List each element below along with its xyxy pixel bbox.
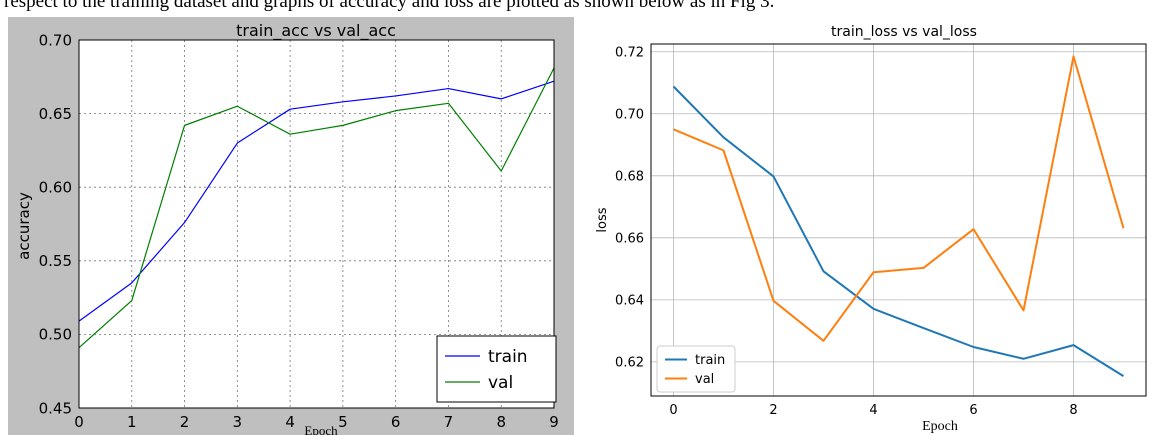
loss-x-tick-label: 4 <box>869 403 877 418</box>
loss-y-tick-label: 0.66 <box>615 231 644 246</box>
loss-legend-box <box>656 345 736 393</box>
accuracy-y-tick-label: 0.60 <box>39 178 72 196</box>
accuracy-y-tick-label: 0.55 <box>39 252 72 270</box>
loss-chart: 0 2 4 6 8 0.62 0.64 0.66 0.68 0.70 0.72 train val tra… <box>595 24 1147 434</box>
loss-y-tick-label: 0.68 <box>615 169 644 184</box>
loss-legend-label: train <box>695 353 725 368</box>
loss-x-tick-label: 8 <box>1069 403 1077 418</box>
loss-y-tick-label: 0.70 <box>615 107 644 122</box>
accuracy-chart-ylabel: accuracy <box>15 192 33 260</box>
accuracy-x-tick-label: 6 <box>391 413 401 431</box>
accuracy-x-tick-label: 7 <box>444 413 454 431</box>
accuracy-x-tick-label: 2 <box>180 413 190 431</box>
accuracy-x-tick-label: 5 <box>338 413 348 431</box>
loss-y-tick-label: 0.64 <box>615 293 644 308</box>
accuracy-y-tick-label: 0.65 <box>39 105 72 123</box>
loss-chart-xlabel: Epoch <box>922 419 958 434</box>
accuracy-chart-xlabel: Epoch <box>304 423 338 435</box>
loss-chart-title: train_loss vs val_loss <box>831 24 977 40</box>
accuracy-series-train <box>78 80 555 322</box>
accuracy-x-tick-label: 1 <box>127 413 137 431</box>
accuracy-x-tick-label: 9 <box>549 413 559 431</box>
accuracy-series-val <box>78 67 555 349</box>
loss-plot-area <box>651 44 1146 396</box>
accuracy-x-tick-label: 3 <box>233 413 243 431</box>
accuracy-x-tick-label: 4 <box>285 413 295 431</box>
accuracy-y-tick-label: 0.70 <box>39 31 72 49</box>
caption-text: respect to the training dataset and grap… <box>4 0 775 12</box>
accuracy-chart-title: train_acc vs val_acc <box>236 21 396 41</box>
loss-y-tick-label: 0.72 <box>615 45 644 60</box>
accuracy-x-tick-label: 8 <box>496 413 506 431</box>
loss-series-val <box>673 55 1125 342</box>
accuracy-y-tick-label: 0.45 <box>39 399 72 417</box>
accuracy-legend-label: val <box>488 373 513 393</box>
loss-x-tick-label: 0 <box>669 403 677 418</box>
accuracy-y-tick-label: 0.50 <box>39 326 72 344</box>
loss-chart-ylabel: loss <box>595 207 610 232</box>
loss-series-train <box>672 85 1125 378</box>
loss-y-tick-label: 0.62 <box>615 355 644 370</box>
accuracy-plot-frame <box>78 39 555 409</box>
loss-x-tick-label: 6 <box>969 403 977 418</box>
loss-legend-label: val <box>695 372 714 387</box>
accuracy-legend-label: train <box>488 347 528 367</box>
accuracy-legend-box <box>436 335 557 403</box>
accuracy-chart: 0 1 2 3 4 5 6 7 8 9 0.45 0.50 0.55 0.60 0.65 0.70 train v… <box>8 17 574 435</box>
loss-x-tick-label: 2 <box>769 403 777 418</box>
loss-plot-frame <box>650 43 1147 397</box>
accuracy-x-tick-label: 0 <box>74 413 84 431</box>
